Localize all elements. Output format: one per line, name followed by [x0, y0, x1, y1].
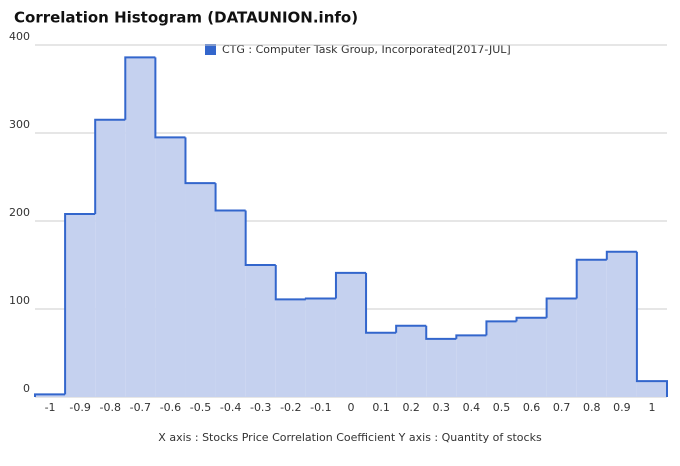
x-tick-label: 0.1 — [372, 401, 390, 414]
bar — [245, 265, 276, 397]
bar — [636, 381, 667, 397]
legend-swatch — [205, 44, 216, 55]
bar — [576, 259, 607, 397]
chart-title: Correlation Histogram (DATAUNION.info) — [14, 9, 358, 27]
bar — [215, 210, 246, 397]
x-tick-label: -0.6 — [160, 401, 181, 414]
x-tick-label: -0.9 — [69, 401, 90, 414]
x-tick-label: 0.5 — [493, 401, 511, 414]
step-outline — [575, 258, 607, 299]
step-outline — [154, 57, 186, 139]
step-outline — [214, 183, 246, 212]
bar — [396, 325, 427, 397]
step-outline — [184, 137, 216, 185]
x-tick-label: -0.4 — [220, 401, 241, 414]
y-tick-label: 200 — [9, 206, 30, 219]
y-tick-label: 100 — [9, 294, 30, 307]
step-outline — [635, 251, 668, 397]
bar — [606, 251, 637, 397]
bar — [35, 394, 66, 397]
x-tick-label: -0.1 — [310, 401, 331, 414]
step-outline — [334, 271, 367, 299]
legend-label: CTG : Computer Task Group, Incorporated[… — [222, 43, 511, 56]
bar — [366, 332, 397, 397]
axis-label: X axis : Stocks Price Correlation Coeffi… — [158, 431, 542, 444]
x-tick-label: 0.6 — [523, 401, 541, 414]
step-outline — [545, 297, 577, 318]
y-tick-label: 300 — [9, 118, 30, 131]
bar — [516, 317, 547, 397]
bar — [185, 183, 216, 397]
step-outline — [124, 56, 156, 120]
x-tick-label: 0.3 — [433, 401, 451, 414]
step-outline — [425, 325, 457, 340]
x-tick-label: -0.2 — [280, 401, 301, 414]
step-outline — [515, 316, 547, 322]
step-outline — [94, 118, 126, 214]
x-tick-label: 0.4 — [463, 401, 481, 414]
x-tick-label: -0.8 — [100, 401, 121, 414]
x-tick-label: -0.3 — [250, 401, 271, 414]
bar — [456, 335, 487, 397]
step-outline — [455, 334, 487, 339]
step-outline — [304, 297, 336, 300]
step-outline — [395, 324, 427, 333]
bar — [335, 272, 367, 397]
bar — [275, 299, 306, 397]
step-outline — [605, 250, 637, 260]
x-tick-label: 0 — [348, 401, 355, 414]
step-outline — [485, 320, 517, 336]
y-tick-label: 0 — [23, 382, 30, 395]
bar — [305, 298, 336, 397]
x-tick-label: -0.7 — [130, 401, 151, 414]
bar — [426, 338, 457, 397]
bar — [546, 298, 577, 397]
x-tick-label: -1 — [45, 401, 56, 414]
step-outline — [64, 212, 96, 395]
bar — [125, 57, 156, 397]
x-tick-label: 1 — [648, 401, 655, 414]
step-outline — [274, 265, 306, 301]
x-tick-label: 0.7 — [553, 401, 571, 414]
bar — [486, 321, 517, 397]
step-outline — [365, 272, 397, 334]
bar — [155, 137, 186, 397]
x-tick-label: 0.2 — [402, 401, 420, 414]
step-outline — [34, 393, 66, 397]
y-tick-label: 400 — [9, 30, 30, 43]
x-tick-label: 0.9 — [613, 401, 631, 414]
bar — [95, 119, 126, 398]
x-tick-label: 0.8 — [583, 401, 601, 414]
x-tick-label: -0.5 — [190, 401, 211, 414]
step-outline — [244, 210, 276, 266]
bar — [65, 213, 96, 397]
